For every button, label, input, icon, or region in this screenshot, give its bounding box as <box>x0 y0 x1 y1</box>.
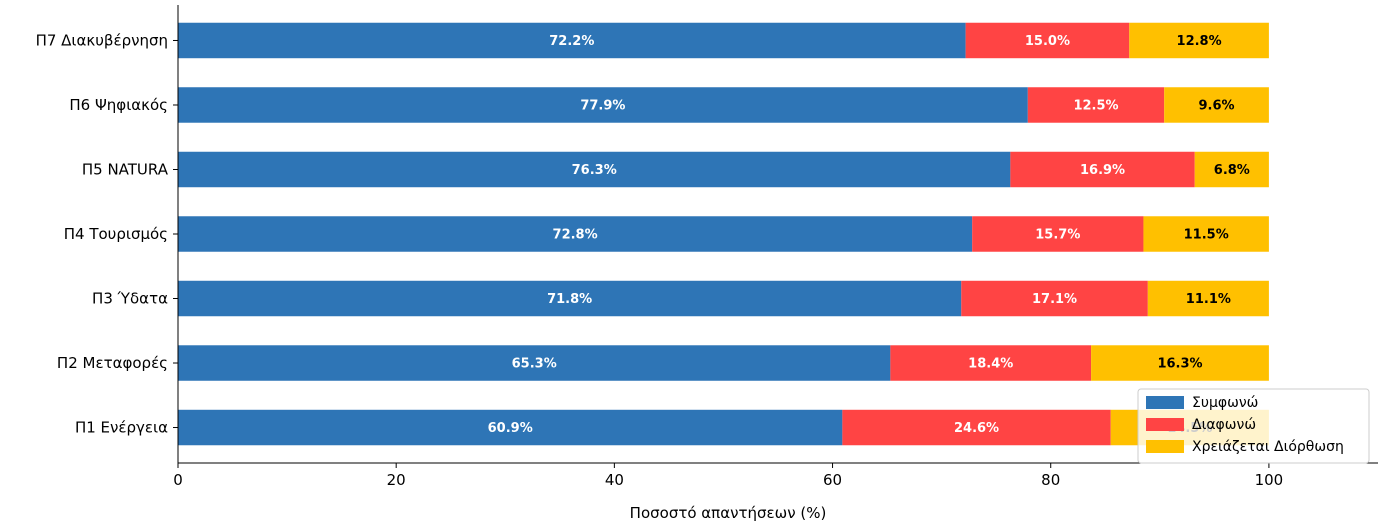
bar-value-label: 11.1% <box>1186 292 1231 307</box>
legend-swatch <box>1146 396 1184 409</box>
bars-layer: 60.9%24.6%14.5%65.3%18.4%16.3%71.8%17.1%… <box>178 22 1269 446</box>
y-tick-label: Π2 Μεταφορές <box>57 354 168 372</box>
x-tick-label: 60 <box>823 471 842 489</box>
legend-label: Χρειάζεται Διόρθωση <box>1192 439 1344 455</box>
y-tick-label: Π5 NATURA <box>82 160 169 178</box>
bar-value-label: 15.7% <box>1035 228 1080 243</box>
bar-segment <box>965 22 1130 59</box>
bar-segment <box>1143 216 1269 252</box>
bar-value-label: 12.5% <box>1073 98 1118 113</box>
bar-segment <box>178 22 966 59</box>
legend: Συμφωνώ Διαφωνώ Χρειάζεται Διόρθωση <box>1137 388 1370 464</box>
bar-value-label: 72.8% <box>553 228 598 243</box>
axes-layer: 0 20 40 60 80 100 Π1 Ενέργεια Π2 Μεταφορές Π3 Ύδ… <box>36 5 1378 489</box>
bar-segment <box>890 345 1092 381</box>
bar-value-label: 76.3% <box>572 163 617 178</box>
bar-value-label: 65.3% <box>512 357 557 372</box>
bar-segment <box>1147 280 1269 317</box>
bar-segment <box>178 87 1028 123</box>
bar-segment <box>178 409 843 446</box>
legend-swatch <box>1146 440 1184 453</box>
bar-segment <box>178 151 1011 188</box>
bar-segment <box>1194 151 1269 188</box>
legend-label: Συμφωνώ <box>1192 395 1258 411</box>
bar-value-label: 77.9% <box>580 98 625 113</box>
x-tick-label: 20 <box>387 471 406 489</box>
bar-value-label: 24.6% <box>954 421 999 436</box>
bar-segment <box>1164 87 1269 123</box>
bar-value-label: 9.6% <box>1199 98 1235 113</box>
bar-segment <box>1010 151 1195 188</box>
bar-value-label: 16.9% <box>1080 163 1125 178</box>
bar-value-label: 72.2% <box>549 34 594 49</box>
bar-segment <box>972 216 1144 252</box>
bar-value-label: 6.8% <box>1214 163 1250 178</box>
y-tick-label: Π1 Ενέργεια <box>75 419 168 437</box>
bar-value-label: 17.1% <box>1032 292 1077 307</box>
bar-segment <box>178 216 973 252</box>
bar-value-label: 71.8% <box>547 292 592 307</box>
legend-label: Διαφωνώ <box>1192 417 1256 433</box>
bar-value-label: 12.8% <box>1177 34 1222 49</box>
y-tick-label: Π4 Τουρισμός <box>64 225 168 243</box>
y-tick-label: Π6 Ψηφιακός <box>69 96 168 114</box>
x-tick-label: 80 <box>1041 471 1060 489</box>
bar-value-label: 18.4% <box>968 357 1013 372</box>
bar-segment <box>842 409 1111 446</box>
bar-value-label: 16.3% <box>1157 357 1202 372</box>
x-axis-label: Ποσοστό απαντήσεων (%) <box>630 504 827 522</box>
bar-segment <box>1027 87 1165 123</box>
bar-segment <box>178 280 962 317</box>
legend-box <box>1137 388 1370 464</box>
bar-value-label: 11.5% <box>1184 228 1229 243</box>
y-tick-label: Π3 Ύδατα <box>92 290 168 308</box>
bar-value-label: 15.0% <box>1025 34 1070 49</box>
bar-segment <box>1091 345 1269 381</box>
x-tick-label: 100 <box>1255 471 1284 489</box>
bar-segment <box>961 280 1148 317</box>
bar-segment <box>1129 22 1269 59</box>
bar-segment <box>178 345 891 381</box>
x-tick-label: 40 <box>605 471 624 489</box>
x-tick-label: 0 <box>173 471 183 489</box>
y-tick-label: Π7 Διακυβέρνηση <box>36 31 168 49</box>
bar-value-label: 60.9% <box>488 421 533 436</box>
legend-swatch <box>1146 418 1184 431</box>
